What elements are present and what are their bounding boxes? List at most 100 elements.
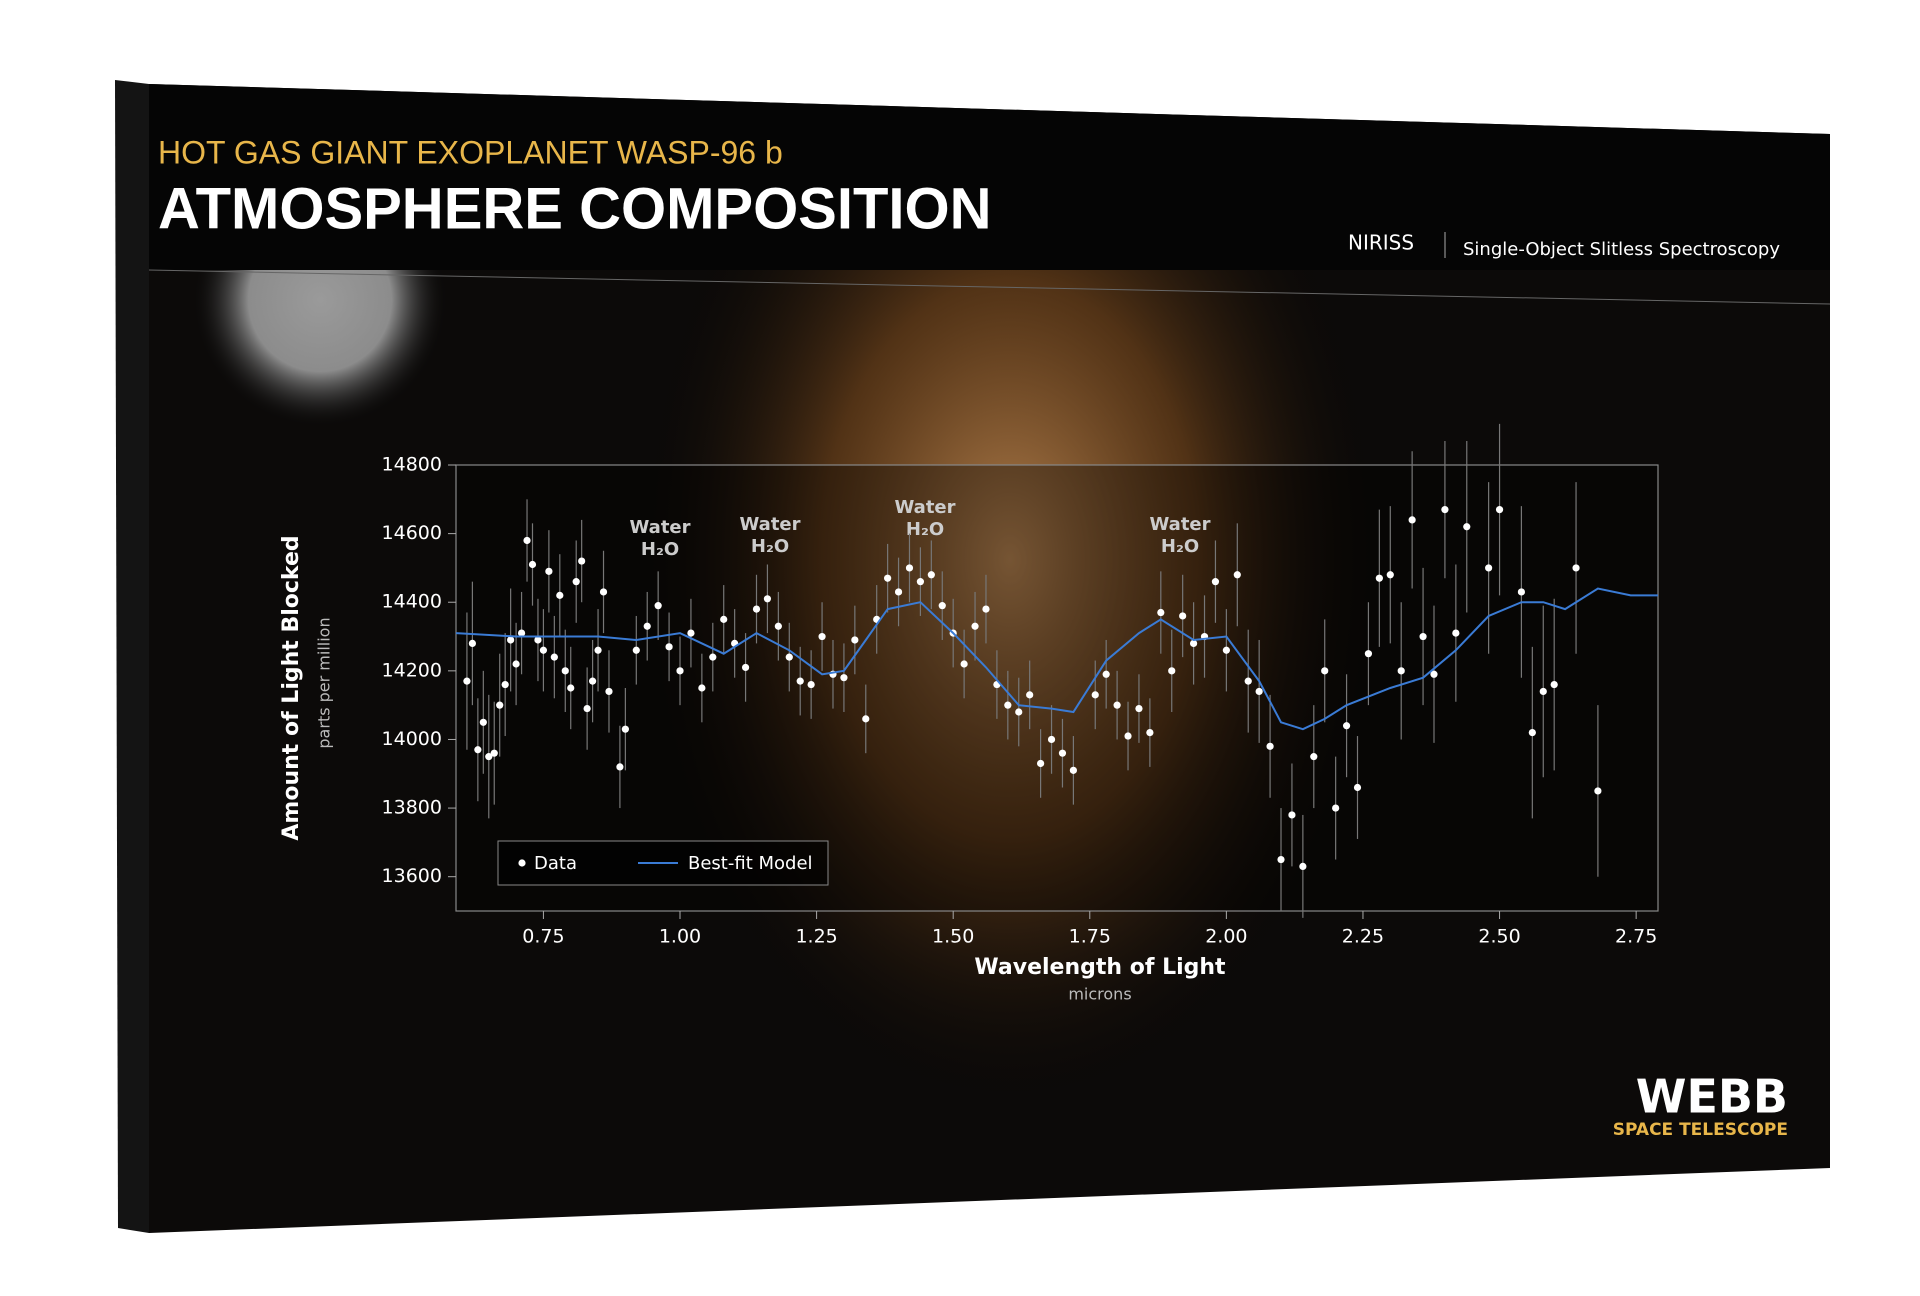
- data-point: [720, 615, 728, 623]
- data-point: [851, 636, 859, 644]
- annotation: Water: [629, 517, 690, 538]
- data-point: [862, 715, 870, 723]
- data-point: [971, 622, 979, 630]
- y-axis-label: Amount of Light Blocked: [279, 535, 304, 840]
- data-point: [698, 684, 706, 692]
- y-axis-unit: parts per million: [315, 617, 334, 748]
- data-point: [676, 667, 684, 675]
- data-point: [1091, 691, 1099, 699]
- data-point: [463, 677, 471, 685]
- data-point: [1058, 749, 1067, 757]
- annotation: Water: [1149, 514, 1210, 535]
- data-point: [785, 653, 793, 661]
- data-point: [578, 557, 586, 565]
- data-point: [561, 667, 569, 675]
- data-point: [507, 636, 515, 644]
- data-point: [1135, 704, 1143, 713]
- data-point: [1485, 564, 1493, 572]
- data-point: [468, 639, 476, 648]
- header-rule: [149, 269, 1830, 305]
- x-tick-label: 1.25: [795, 926, 837, 948]
- y-tick-label: 14600: [382, 522, 442, 544]
- data-point: [512, 660, 520, 668]
- data-point: [916, 578, 925, 586]
- y-tick-label: 14800: [382, 454, 442, 476]
- data-point: [1517, 588, 1526, 596]
- x-tick-label: 2.25: [1342, 926, 1384, 948]
- data-point: [752, 605, 761, 613]
- annotation: Water: [894, 497, 955, 518]
- legend-label: Best-fit Model: [688, 853, 813, 874]
- data-point: [643, 622, 651, 630]
- data-point: [1310, 753, 1318, 761]
- canvas-edge: [115, 80, 149, 1233]
- data-point: [1233, 571, 1241, 579]
- mode: Single-Object Slitless Spectroscopy: [1463, 239, 1780, 260]
- data-point: [1004, 701, 1012, 709]
- plot-frame: [455, 464, 1659, 912]
- data-point: [632, 646, 640, 654]
- data-point: [534, 636, 542, 644]
- data-point: [1047, 735, 1056, 744]
- data-point: [1069, 766, 1077, 774]
- data-point: [1026, 691, 1034, 699]
- subtitle: HOT GAS GIANT EXOPLANET WASP-96 b: [158, 134, 783, 170]
- data-point: [1539, 687, 1547, 696]
- data-point: [960, 660, 968, 668]
- x-tick-label: 1.75: [1069, 926, 1111, 948]
- data-point: [654, 602, 662, 610]
- data-point: [1430, 670, 1438, 678]
- data-point: [1452, 629, 1460, 637]
- data-point: [599, 588, 608, 596]
- data-point: [1222, 646, 1230, 654]
- x-tick-label: 0.75: [522, 926, 564, 948]
- data-point: [1364, 650, 1373, 658]
- plot: 13600 13800 14000 14200 14400 14600 14800 0.75 1…: [279, 423, 1659, 1004]
- data-point: [485, 753, 493, 761]
- x-axis-label: Wavelength of Light: [974, 955, 1226, 980]
- data-point: [927, 571, 935, 579]
- data-point: [1102, 670, 1110, 678]
- data-point: [665, 643, 673, 651]
- data-point: [605, 687, 613, 696]
- data-point: [479, 718, 487, 726]
- y-tick-label: 14200: [382, 659, 442, 681]
- x-tick-label: 1.00: [659, 926, 701, 948]
- data-point: [1528, 729, 1536, 737]
- data-point: [1572, 564, 1580, 572]
- legend-swatch: [518, 859, 526, 867]
- data-point: [1299, 862, 1307, 871]
- y-tick-label: 13600: [382, 865, 442, 887]
- data-point: [1146, 729, 1154, 737]
- data-point: [894, 588, 903, 596]
- data-point: [1157, 608, 1165, 617]
- data-point: [567, 684, 575, 692]
- data-point: [741, 663, 750, 672]
- x-tick-label: 2.50: [1478, 926, 1520, 948]
- instrument: NIRISS: [1348, 231, 1414, 255]
- x-tick-label: 2.75: [1615, 926, 1657, 948]
- data-point: [588, 677, 597, 685]
- y-tick-label: 14000: [382, 728, 442, 750]
- data-point: [774, 622, 782, 630]
- data-point: [1441, 506, 1449, 514]
- data-point: [1386, 571, 1394, 579]
- data-point: [1397, 667, 1405, 675]
- data-point: [763, 595, 772, 603]
- data-point: [1594, 787, 1602, 795]
- data-point: [572, 578, 580, 586]
- data-point: [1124, 732, 1132, 740]
- annotation: H₂O: [641, 539, 679, 560]
- data-point: [523, 536, 531, 545]
- data-point: [982, 605, 990, 613]
- data-point: [528, 560, 537, 569]
- data-point: [545, 567, 553, 575]
- planet-glow: [630, 84, 1390, 1120]
- data-point: [550, 653, 558, 661]
- annotation: H₂O: [906, 519, 944, 540]
- data-point: [1266, 742, 1274, 750]
- y-tick-label: 14400: [382, 591, 442, 613]
- data-point: [1277, 855, 1285, 864]
